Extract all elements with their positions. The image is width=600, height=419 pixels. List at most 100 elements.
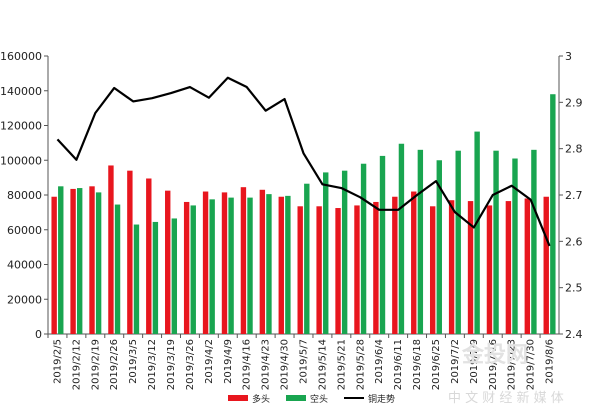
x-tick-label: 2019/3/26 xyxy=(185,339,196,390)
short-bar xyxy=(58,186,63,334)
right-tick-label: 2.4 xyxy=(565,328,583,341)
short-bar xyxy=(361,164,366,334)
short-bar xyxy=(209,199,214,334)
x-tick-label: 2019/6/11 xyxy=(393,339,404,390)
x-tick-label: 2019/5/14 xyxy=(317,339,328,390)
long-bar xyxy=(89,186,94,334)
long-bar xyxy=(260,190,265,334)
long-bar xyxy=(165,191,170,334)
x-tick-label: 2019/5/21 xyxy=(336,339,347,390)
long-bar xyxy=(544,197,549,334)
long-bar xyxy=(222,192,227,334)
x-tick-label: 2019/8/6 xyxy=(545,339,556,384)
long-bar xyxy=(487,205,492,334)
right-tick-label: 2.9 xyxy=(565,96,583,109)
legend: 多头 空头 铜走势 xyxy=(228,393,395,405)
short-bar xyxy=(304,184,309,334)
long-bar xyxy=(184,202,189,334)
x-tick-label: 2019/2/19 xyxy=(90,339,101,390)
left-tick-label: 40000 xyxy=(7,259,42,272)
x-tick-label: 2019/4/30 xyxy=(280,339,291,390)
right-tick-label: 2.5 xyxy=(565,282,583,295)
bars xyxy=(51,94,555,334)
long-bar xyxy=(506,201,511,334)
x-tick-label: 2019/5/7 xyxy=(299,339,310,384)
x-tick-label: 2019/6/25 xyxy=(431,339,442,390)
watermark-tagline: 中 文 财 经 新 媒 体 xyxy=(448,390,564,406)
long-bar xyxy=(335,208,340,334)
long-bar xyxy=(316,206,321,334)
long-bar xyxy=(354,205,359,334)
left-tick-label: 100000 xyxy=(0,154,42,167)
long-bar xyxy=(449,200,454,334)
right-tick-label: 2.8 xyxy=(565,143,583,156)
short-bar xyxy=(380,156,385,334)
short-bar xyxy=(418,150,423,334)
long-bar xyxy=(468,201,473,334)
long-bar xyxy=(279,197,284,334)
short-bar xyxy=(474,132,479,334)
long-bar xyxy=(146,178,151,334)
legend-label-short: 空头 xyxy=(310,393,328,405)
long-bar xyxy=(51,197,56,334)
short-bar xyxy=(550,94,555,334)
left-tick-label: 160000 xyxy=(0,50,42,63)
long-bar xyxy=(373,202,378,334)
short-bar xyxy=(191,205,196,334)
short-bar xyxy=(172,218,177,334)
x-tick-label: 2019/3/19 xyxy=(166,339,177,390)
left-tick-label: 60000 xyxy=(7,224,42,237)
x-tick-label: 2019/2/26 xyxy=(109,339,120,390)
short-bar xyxy=(342,171,347,334)
x-tick-label: 2019/5/28 xyxy=(355,339,366,390)
left-tick-label: 80000 xyxy=(7,189,42,202)
x-tick-label: 2019/3/5 xyxy=(128,339,139,384)
x-tick-label: 2019/6/18 xyxy=(412,339,423,390)
legend-swatch-long xyxy=(228,395,248,401)
left-tick-label: 0 xyxy=(35,328,42,341)
legend-label-long: 多头 xyxy=(252,393,270,405)
long-bar xyxy=(298,206,303,334)
legend-swatch-short xyxy=(286,395,306,401)
short-bar xyxy=(323,172,328,334)
right-tick-label: 3 xyxy=(565,50,572,63)
short-bar xyxy=(531,150,536,334)
short-bar xyxy=(228,198,233,334)
long-bar xyxy=(525,198,530,334)
left-tick-label: 20000 xyxy=(7,293,42,306)
short-bar xyxy=(266,194,271,334)
x-tick-label: 2019/2/5 xyxy=(52,339,63,384)
short-bar xyxy=(77,188,82,334)
x-tick-label: 2019/4/2 xyxy=(204,339,215,384)
x-tick-label: 2019/2/12 xyxy=(71,339,82,390)
long-bar xyxy=(430,206,435,334)
short-bar xyxy=(285,196,290,334)
legend-label-trend: 铜走势 xyxy=(368,393,395,405)
short-bar xyxy=(153,222,158,334)
left-tick-label: 120000 xyxy=(0,120,42,133)
short-bar xyxy=(115,205,120,334)
long-bar xyxy=(127,171,132,334)
short-bar xyxy=(399,144,404,334)
x-tick-label: 2019/3/12 xyxy=(147,339,158,390)
long-bar xyxy=(203,192,208,334)
watermark-logo: 金投网 xyxy=(461,342,528,368)
left-tick-label: 140000 xyxy=(0,85,42,98)
long-bar xyxy=(411,192,416,334)
short-bar xyxy=(512,159,517,334)
long-bar xyxy=(241,187,246,334)
x-tick-label: 2019/6/4 xyxy=(374,339,385,384)
short-bar xyxy=(456,151,461,334)
x-tick-label: 2019/4/9 xyxy=(223,339,234,384)
long-bar xyxy=(108,165,113,334)
x-tick-label: 2019/7/2 xyxy=(450,339,461,384)
right-tick-label: 2.6 xyxy=(565,235,583,248)
short-bar xyxy=(247,198,252,334)
long-bar xyxy=(392,197,397,334)
short-bar xyxy=(134,225,139,334)
right-tick-label: 2.7 xyxy=(565,189,583,202)
long-bar xyxy=(70,189,75,334)
short-bar xyxy=(96,192,101,334)
